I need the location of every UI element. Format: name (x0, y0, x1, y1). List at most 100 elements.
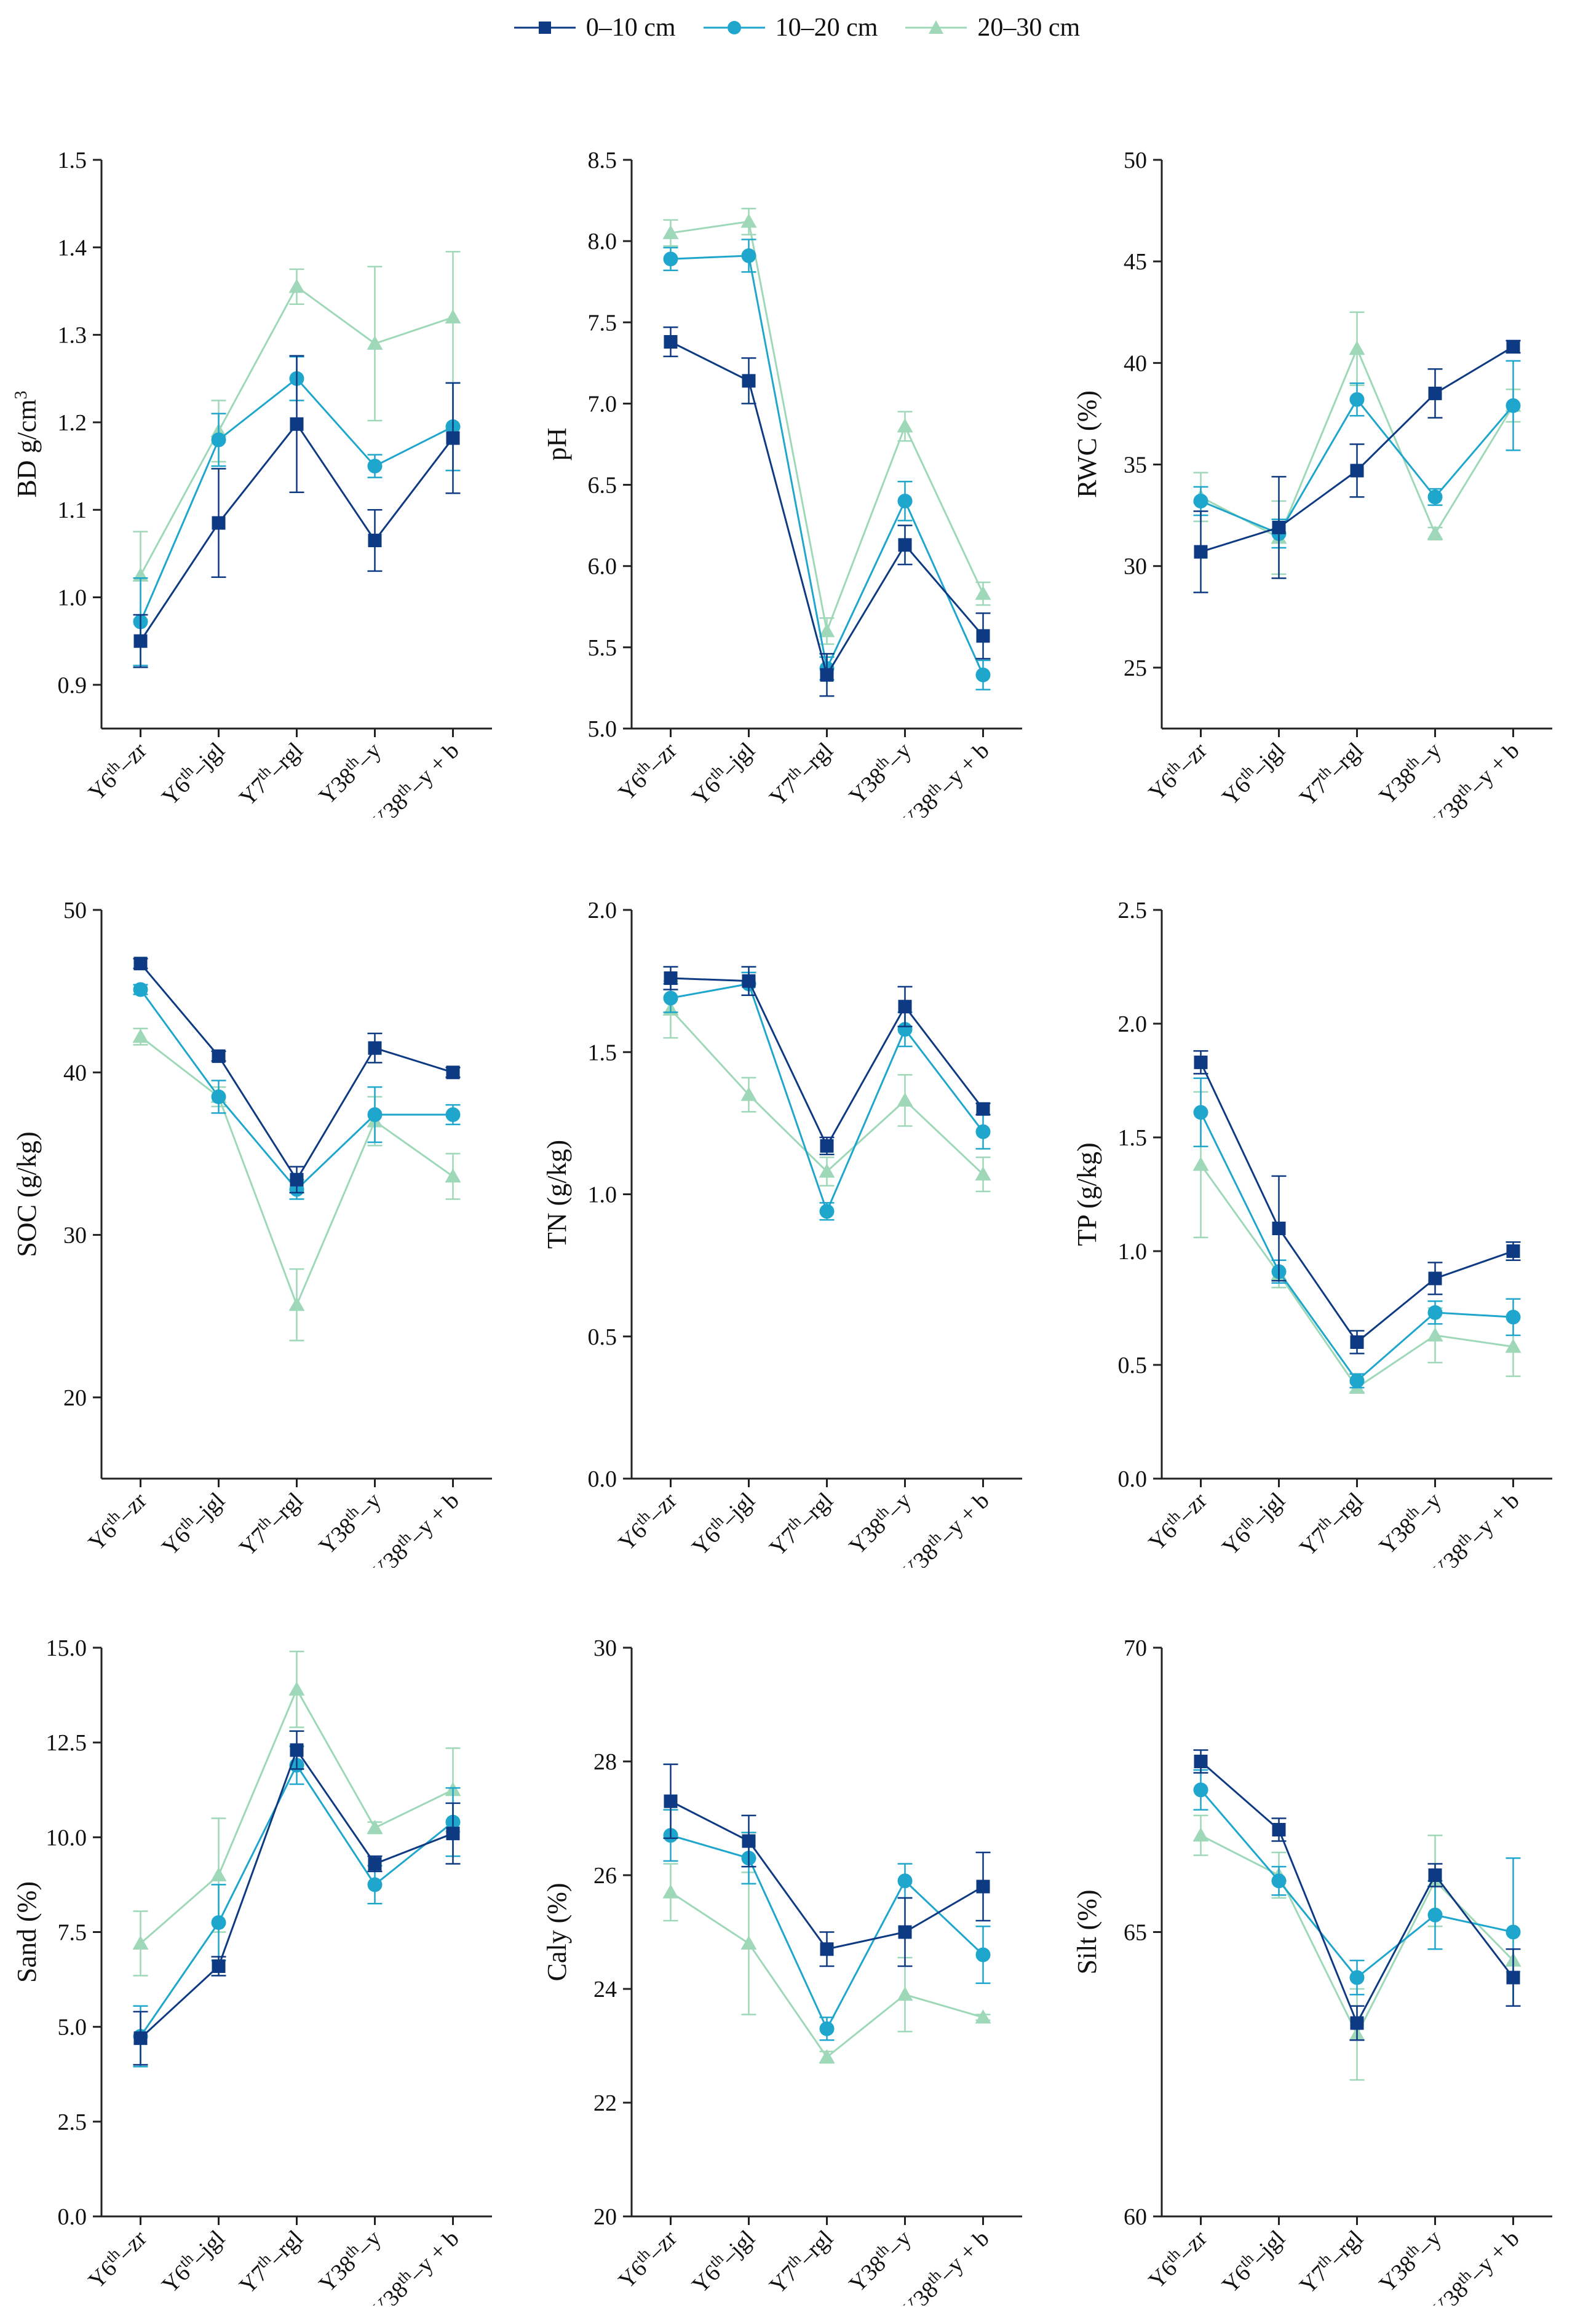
y-tick-label: 2.0 (588, 898, 617, 923)
data-point (133, 2031, 148, 2045)
data-point (132, 1029, 149, 1043)
y-tick-label: 1.2 (58, 410, 87, 436)
y-axis-label: Caly (%) (542, 1883, 572, 1981)
legend-marker-square (514, 22, 576, 34)
y-tick-label: 0.0 (588, 1466, 617, 1492)
data-point (1506, 398, 1521, 413)
x-tick-label: Y6th–jgl (685, 2223, 760, 2298)
y-tick-label: 5.0 (58, 2015, 87, 2041)
series-10-20-cm (1193, 1769, 1521, 2007)
data-point (897, 1092, 913, 1107)
x-tick-label: Y38th–y + b (894, 2223, 994, 2306)
y-tick-label: 25 (1124, 655, 1147, 681)
y-tick-label: 60 (1124, 2204, 1147, 2230)
chart-soc: 20 30 40 50 Y6th–zrY6th–jglY7th–rglY38th–yY3… (12, 898, 492, 1568)
series-0-10-cm (133, 957, 461, 1194)
data-point (367, 459, 383, 474)
series-line (670, 977, 984, 1148)
data-point (445, 1168, 461, 1183)
x-tick-label: Y6th–jgl (1215, 735, 1290, 810)
y-tick-label: 0.5 (1118, 1353, 1148, 1378)
data-point (742, 974, 756, 988)
y-tick-label: 8.5 (588, 148, 617, 173)
data-point (211, 432, 226, 448)
x-tick-label: Y6th–jgl (1215, 1485, 1290, 1560)
y-tick-label: 24 (593, 1977, 617, 2002)
y-tick-label: 35 (1124, 453, 1147, 478)
y-tick-label: 6.5 (588, 473, 617, 499)
data-point (664, 971, 678, 985)
x-tick-label: Y6th–jgl (1215, 2223, 1290, 2298)
series-0-10-cm (663, 1763, 991, 1967)
data-point (1350, 1335, 1364, 1349)
series-line (1200, 1789, 1514, 1979)
data-point (133, 982, 148, 997)
y-tick-label: 2.0 (1118, 1011, 1148, 1037)
x-tick-label: Y38th–y + b (894, 735, 994, 818)
data-point (1428, 1868, 1442, 1882)
legend-label: 10–20 cm (775, 14, 878, 42)
series-10-20-cm (1193, 1077, 1521, 1389)
y-tick-label: 0.9 (58, 673, 87, 698)
y-tick-label: 15.0 (46, 1635, 87, 1661)
legend-item-20-30: 20–30 cm (902, 13, 1080, 42)
data-point (897, 494, 913, 508)
x-tick-label: Y6th–jgl (155, 1485, 230, 1560)
data-point (663, 251, 678, 267)
data-point (1194, 1755, 1208, 1768)
x-tick-label: Y7th–rgl (1293, 2223, 1368, 2299)
y-tick-label: 20 (593, 2204, 617, 2230)
panel-sand: 0.0 2.5 5.0 7.5 10.0 12.5 15.0 Y6th–zr Y6th–jgl Y… (0, 1568, 530, 2306)
y-tick-label: 7.0 (588, 391, 617, 417)
x-tick-label: Y6th–zr (82, 1485, 153, 1556)
y-tick-label: 40 (63, 1060, 87, 1086)
data-point (1192, 1156, 1209, 1171)
data-point (898, 1000, 912, 1014)
data-point (1506, 1244, 1520, 1258)
data-point (133, 634, 148, 648)
chart-sand: 0.02.55.07.510.012.515.0Y6th–zrY6th–jglY… (12, 1635, 492, 2306)
data-point (1427, 1305, 1443, 1320)
series-0-10-cm (1193, 1050, 1521, 1354)
data-point (742, 1834, 756, 1848)
data-point (1428, 1271, 1442, 1286)
data-point (288, 1681, 305, 1696)
panel-rwc: 25 30 35 40 45 50 Y6th–zr Y6th–jgl Y7th–rgl Y38th… (1060, 80, 1590, 818)
legend-item-10-20: 10–20 cm (700, 13, 878, 42)
data-point (975, 1166, 991, 1181)
data-point (819, 623, 835, 638)
data-point (897, 1022, 913, 1037)
data-point (212, 1959, 226, 1973)
y-tick-label: 20 (63, 1385, 87, 1411)
y-tick-label: 0.5 (588, 1324, 617, 1350)
x-tick-label: Y6th–zr (1142, 1485, 1213, 1556)
x-tick-label: Y38th–y (843, 735, 916, 809)
y-tick-label: 70 (1124, 1635, 1147, 1661)
y-tick-label: 50 (63, 898, 87, 923)
y-tick-label: 2.5 (58, 2109, 87, 2135)
x-tick-label: Y38th–y + b (1424, 735, 1524, 818)
data-point (975, 2009, 991, 2024)
y-tick-label: 30 (593, 1635, 617, 1661)
data-point (1349, 341, 1365, 355)
chart-rwc: 253035404550Y6th–zrY6th–jglY7th–rglY38th… (1072, 148, 1552, 818)
data-point (1349, 392, 1365, 407)
data-point (975, 585, 991, 600)
data-point (445, 1107, 461, 1122)
data-point (290, 1743, 304, 1757)
panel-bd: 0.9 1.0 1.1 1.2 1.3 1.4 1.5 Y6th–zr Y6th–jgl Y7th… (0, 80, 530, 818)
y-tick-label: 1.5 (588, 1040, 617, 1065)
x-tick-label: Y38th–y + b (894, 1485, 994, 1568)
y-tick-label: 50 (1124, 148, 1147, 173)
data-point (212, 516, 226, 530)
legend-marker-triangle (905, 20, 967, 34)
data-point (132, 1935, 149, 1950)
data-point (898, 538, 912, 552)
x-tick-label: Y6th–jgl (155, 2223, 230, 2298)
data-point (210, 1867, 227, 1881)
x-tick-label: Y38th–y + b (364, 735, 464, 818)
y-tick-label: 30 (63, 1223, 87, 1249)
data-point (290, 1172, 304, 1187)
y-tick-label: 40 (1124, 350, 1147, 376)
series-0-10-cm (663, 966, 991, 1155)
